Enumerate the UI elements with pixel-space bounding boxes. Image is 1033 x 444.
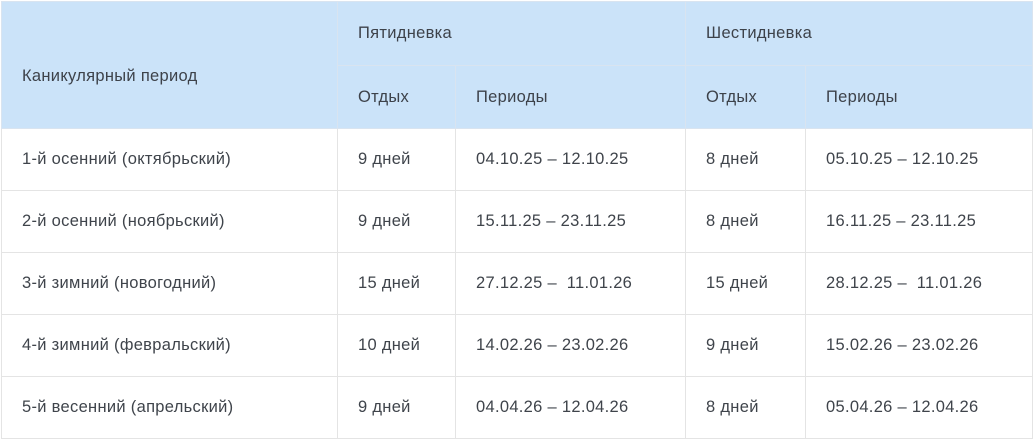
cell-period-name: 2-й осенний (ноябрьский) [1,190,338,253]
cell-six-day-dates: 28.12.25 – 11.01.26 [805,252,1033,315]
col-header-six-day-periods: Периоды [805,65,1033,129]
cell-five-day-rest: 9 дней [337,376,456,439]
table-row: 5-й весенний (апрельский) 9 дней 04.04.2… [1,376,1033,439]
cell-five-day-dates: 14.02.26 – 23.02.26 [454,314,687,377]
cell-period-name: 3-й зимний (новогодний) [1,252,338,315]
cell-six-day-dates: 16.11.25 – 23.11.25 [805,190,1033,253]
table-row: 1-й осенний (октябрьский) 9 дней 04.10.2… [1,128,1033,191]
table-header: Каникулярный период Пятидневка Шестиднев… [1,1,1033,129]
cell-six-day-dates: 15.02.26 – 23.02.26 [805,314,1033,377]
col-header-five-day-week: Пятидневка [336,1,687,66]
cell-five-day-dates: 27.12.25 – 11.01.26 [454,252,687,315]
cell-period-name: 5-й весенний (апрельский) [1,376,338,439]
cell-five-day-rest: 9 дней [337,190,456,253]
col-header-vacation-period: Каникулярный период [1,1,338,129]
col-header-six-day-rest: Отдых [685,65,807,129]
cell-period-name: 4-й зимний (февральский) [1,314,338,377]
table-row: 3-й зимний (новогодний) 15 дней 27.12.25… [1,252,1033,315]
cell-six-day-rest: 15 дней [685,252,807,315]
table-row: 2-й осенний (ноябрьский) 9 дней 15.11.25… [1,190,1033,253]
cell-six-day-dates: 05.10.25 – 12.10.25 [805,128,1033,191]
col-header-five-day-rest: Отдых [337,65,456,129]
table-body: 1-й осенний (октябрьский) 9 дней 04.10.2… [1,128,1033,439]
cell-six-day-rest: 8 дней [685,128,807,191]
cell-five-day-dates: 15.11.25 – 23.11.25 [454,190,687,253]
col-header-six-day-week: Шестидневка [685,1,1033,66]
cell-five-day-rest: 10 дней [337,314,456,377]
col-header-five-day-periods: Периоды [454,65,687,129]
cell-five-day-rest: 9 дней [337,128,456,191]
header-row-groups: Каникулярный период Пятидневка Шестиднев… [1,1,1033,129]
cell-period-name: 1-й осенний (октябрьский) [1,128,338,191]
cell-six-day-rest: 8 дней [685,190,807,253]
table-row: 4-й зимний (февральский) 10 дней 14.02.2… [1,314,1033,377]
header-row-subcolumns: Отдых Периоды Отдых Периоды [2,65,1033,129]
cell-five-day-dates: 04.04.26 – 12.04.26 [454,376,687,439]
cell-five-day-dates: 04.10.25 – 12.10.25 [454,128,687,191]
cell-six-day-dates: 05.04.26 – 12.04.26 [805,376,1033,439]
cell-six-day-rest: 9 дней [685,314,807,377]
cell-five-day-rest: 15 дней [337,252,456,315]
cell-six-day-rest: 8 дней [685,376,807,439]
